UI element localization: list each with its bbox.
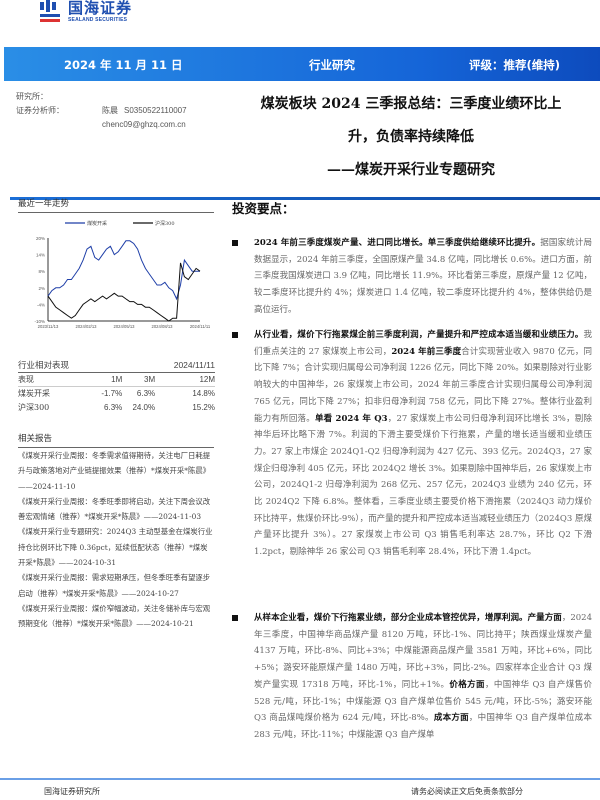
- cell: 煤炭开采: [18, 388, 50, 398]
- analyst-name: 陈晨: [102, 106, 118, 115]
- bullet-emphasis: 2024 年前三季度: [391, 346, 462, 357]
- x-tick-label: 2024/08/13: [152, 324, 174, 329]
- analyst-email[interactable]: chenc09@ghzq.com.cn: [102, 120, 186, 129]
- bullet-square-icon: [232, 332, 238, 338]
- trend-chart: 20% 14% 8% 2% -4% -10%2023/11/13 2024/02/13 202…: [34, 220, 211, 329]
- col-header: 12M: [199, 374, 215, 384]
- col-header: 表现: [18, 374, 34, 384]
- trend-heading: 最近一年走势: [18, 197, 214, 213]
- logo: 国海证券 SEALAND SECURITIES: [40, 0, 132, 24]
- title-subtitle: ——煤炭开采行业专题研究: [327, 162, 495, 178]
- key-points-heading: 投资要点：: [232, 201, 295, 216]
- cell: 24.0%: [132, 402, 156, 412]
- x-tick-label: 2023/11/13: [38, 324, 59, 329]
- rating: 评级：推荐(维持): [469, 58, 561, 72]
- cell: 6.3%: [104, 402, 123, 412]
- series-line-0: [47, 240, 200, 301]
- related-report-link[interactable]: 《煤炭开采行业专题研究：2024Q3 主动型基金在煤炭行业持仓比例环比下降 0.…: [18, 527, 213, 568]
- legend-label: 沪深300: [155, 220, 175, 227]
- analyst-label: 证券分析师：: [16, 106, 64, 115]
- bullet-text: 合计实现营业收入 9870 亿元，同比下降 7%；合计实现归属母公司净利润 12…: [254, 346, 592, 424]
- bullet-emphasis: 单看 2024 年 Q3: [314, 413, 388, 424]
- logo-text-cn: 国海证券: [68, 0, 133, 17]
- related-report-link[interactable]: 《煤炭开采行业周报：需求短期承压，但冬季旺季有望逐步启动（推荐）*煤炭开采*陈晨…: [18, 573, 211, 598]
- performance-heading: 行业相对表现: [18, 358, 92, 373]
- table-row: 煤炭开采 -1.7% 6.3% 14.8%: [18, 386, 215, 400]
- report-category: 行业研究: [309, 58, 355, 72]
- report-date: 2024 年 11 月 11 日: [64, 58, 183, 72]
- x-tick-label: 2024/11/11: [190, 324, 211, 329]
- related-report-link[interactable]: 《煤炭开采行业周报：冬季需求值得期待，关注电厂日耗提升与政策落地对产业链提振效果…: [18, 451, 211, 491]
- footer-disclaimer: 请务必阅读正文后免责条款部分: [411, 787, 523, 796]
- legend-label: 煤炭开采: [87, 220, 107, 227]
- analyst-cert: S0350522110007: [124, 106, 187, 115]
- analyst-info: 研究所： 证券分析师： 陈晨 S0350522110007 chenc09@ghzq…: [16, 90, 187, 132]
- x-tick-label: 2024/05/13: [114, 324, 136, 329]
- col-header: 3M: [144, 374, 156, 384]
- title-line-1: 煤炭板块 2024 三季报总结：三季度业绩环比上: [260, 96, 562, 112]
- bullet-square-icon: [232, 615, 238, 621]
- bullet-lead: 从行业看，煤价下行拖累煤企前三季度利润，产量提升和严控成本适当缓和业绩压力。: [254, 330, 584, 340]
- bullet-text: 我们重点关注的 27 家煤炭上市公司，: [254, 330, 592, 357]
- performance-date: 2024/11/11: [155, 358, 215, 373]
- bullet-lead: 从样本企业看，煤价下行拖累业绩，部分企业成本管控优异，增厚利润。产量方面: [254, 613, 562, 623]
- bullet-square-icon: [232, 240, 238, 246]
- bullet-2: 从行业看，煤价下行拖累煤企前三季度利润，产量提升和严控成本适当缓和业绩压力。我们…: [232, 327, 592, 561]
- footer-divider: [0, 778, 600, 780]
- col-header: 1M: [111, 374, 123, 384]
- bullet-lead: 2024 年前三季度煤炭产量、进口同比增长。单三季度供给继续环比提升。: [254, 238, 541, 248]
- cell: 6.3%: [136, 388, 156, 398]
- bullet-text: ，2024 年三季度，中国神华商品煤产量 8120 万吨，环比-1%、同比持平；…: [254, 613, 592, 690]
- institute-label: 研究所：: [16, 92, 48, 101]
- cell: 14.8%: [192, 388, 215, 398]
- bullet-text: ，中国神华 Q3 自产煤售价 528 元/吨，环比-1%；中煤能源 Q3 自产煤…: [254, 679, 592, 724]
- y-tick-label: 14%: [36, 253, 45, 258]
- x-tick-label: 2024/02/13: [76, 324, 98, 329]
- related-heading: 相关报告: [18, 432, 214, 448]
- bullet-emphasis: 成本方面: [433, 713, 469, 724]
- bullet-1: 2024 年前三季度煤炭产量、进口同比增长。单三季度供给继续环比提升。据国家统计…: [232, 235, 592, 319]
- related-report-link[interactable]: 《煤炭开采行业周报：煤价窄幅波动，关注冬储补库与宏观预期变化（推荐）*煤炭开采*…: [18, 603, 211, 629]
- bullet-text: ，27 家煤炭上市公司归母净利润环比增长 3%，剔除神华后环比略下滑 7%。利润…: [254, 413, 592, 558]
- bullet-emphasis: 价格方面: [449, 679, 485, 690]
- bullet-text: ，中国神华 Q3 自产煤单位成本 283 元/吨，环比-11%；中煤能源 Q3 …: [254, 713, 592, 740]
- y-tick-label: -4%: [37, 302, 45, 307]
- bullet-3: 从样本企业看，煤价下行拖累业绩，部分企业成本管控优异，增厚利润。产量方面，202…: [232, 610, 592, 744]
- header-band: 2024 年 11 月 11 日 行业研究 评级：推荐(维持): [4, 47, 600, 81]
- performance-table: 行业相对表现 2024/11/11 表现 1M 3M 12M 煤炭开采 -1.7% 6.3%…: [18, 358, 215, 414]
- header-divider: [10, 197, 600, 200]
- series-line-1: [47, 262, 201, 322]
- cell: -1.7%: [101, 388, 123, 398]
- table-header-row: 表现 1M 3M 12M: [18, 372, 215, 386]
- report-title: 煤炭板块 2024 三季报总结：三季度业绩环比上 升，负债率持续降低 ——煤炭开…: [226, 88, 596, 187]
- cell: 15.2%: [192, 402, 215, 412]
- y-tick-label: 2%: [38, 286, 45, 291]
- cell: 沪深300: [18, 402, 50, 412]
- related-reports: 《煤炭开采行业周报：冬季需求值得期待，关注电厂日耗提升与政策落地对产业链提振效果…: [18, 448, 214, 632]
- y-tick-label: 20%: [36, 236, 45, 241]
- table-row: 沪深300 6.3% 24.0% 15.2%: [18, 400, 215, 414]
- related-report-link[interactable]: 《煤炭开采行业周报：冬季旺季即将启动，关注下周会议改善宏观情绪（推荐）*煤炭开采…: [18, 496, 211, 522]
- logo-mark-icon: [40, 0, 64, 24]
- logo-text-en: SEALAND SECURITIES: [68, 17, 128, 23]
- title-line-2: 升，负债率持续降低: [348, 129, 474, 145]
- y-tick-label: -10%: [34, 319, 45, 324]
- y-tick-label: 8%: [38, 269, 45, 274]
- bullet-text: 据国家统计局数据显示，2024 年前三季度，全国原煤产量 34.8 亿吨，同比增…: [254, 238, 592, 315]
- footer-institute: 国海证券研究所: [44, 787, 100, 796]
